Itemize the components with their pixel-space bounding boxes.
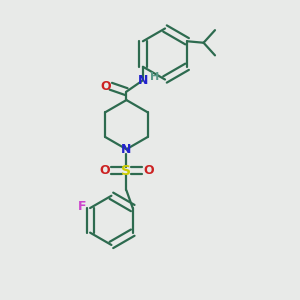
Text: N: N (121, 143, 132, 156)
Text: O: O (143, 164, 154, 177)
Text: S: S (122, 164, 131, 178)
Text: N: N (138, 74, 148, 87)
Text: F: F (77, 200, 86, 213)
Text: O: O (99, 164, 110, 177)
Text: O: O (100, 80, 111, 93)
Text: H: H (150, 72, 159, 82)
